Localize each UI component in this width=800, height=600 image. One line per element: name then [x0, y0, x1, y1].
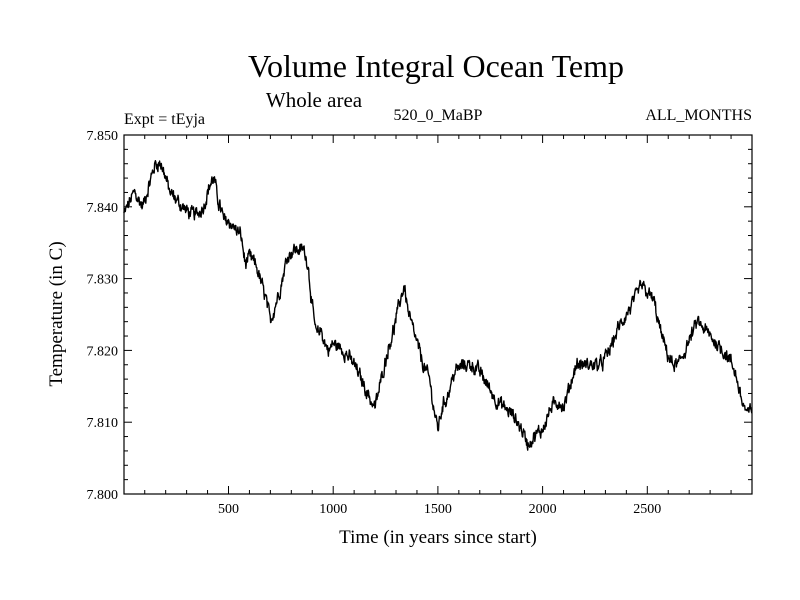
y-tick-label: 7.820 — [87, 344, 119, 359]
y-axis-label: Temperature (in C) — [46, 241, 67, 386]
plot-area — [123, 160, 753, 451]
y-tick-label: 7.830 — [87, 273, 119, 288]
months-label: ALL_MONTHS — [645, 107, 752, 124]
x-tick-label: 2500 — [633, 502, 661, 517]
x-tick-label: 1500 — [424, 502, 452, 517]
series-line — [123, 160, 753, 451]
y-tick-label: 7.850 — [87, 129, 119, 144]
x-tick-label: 500 — [218, 502, 239, 517]
y-tick-label: 7.810 — [87, 416, 119, 431]
y-tick-label: 7.840 — [87, 201, 119, 216]
chart-subtitle: Whole area — [266, 88, 363, 112]
y-tick-label: 7.800 — [87, 488, 119, 503]
x-tick-label: 1000 — [319, 502, 347, 517]
chart-title: Volume Integral Ocean Temp — [248, 48, 624, 84]
period-label: 520_0_MaBP — [394, 107, 483, 124]
x-axis-label: Time (in years since start) — [339, 527, 537, 548]
experiment-label: Expt = tEyja — [124, 111, 205, 128]
plot-frame — [123, 134, 753, 495]
x-tick-label: 2000 — [529, 502, 557, 517]
